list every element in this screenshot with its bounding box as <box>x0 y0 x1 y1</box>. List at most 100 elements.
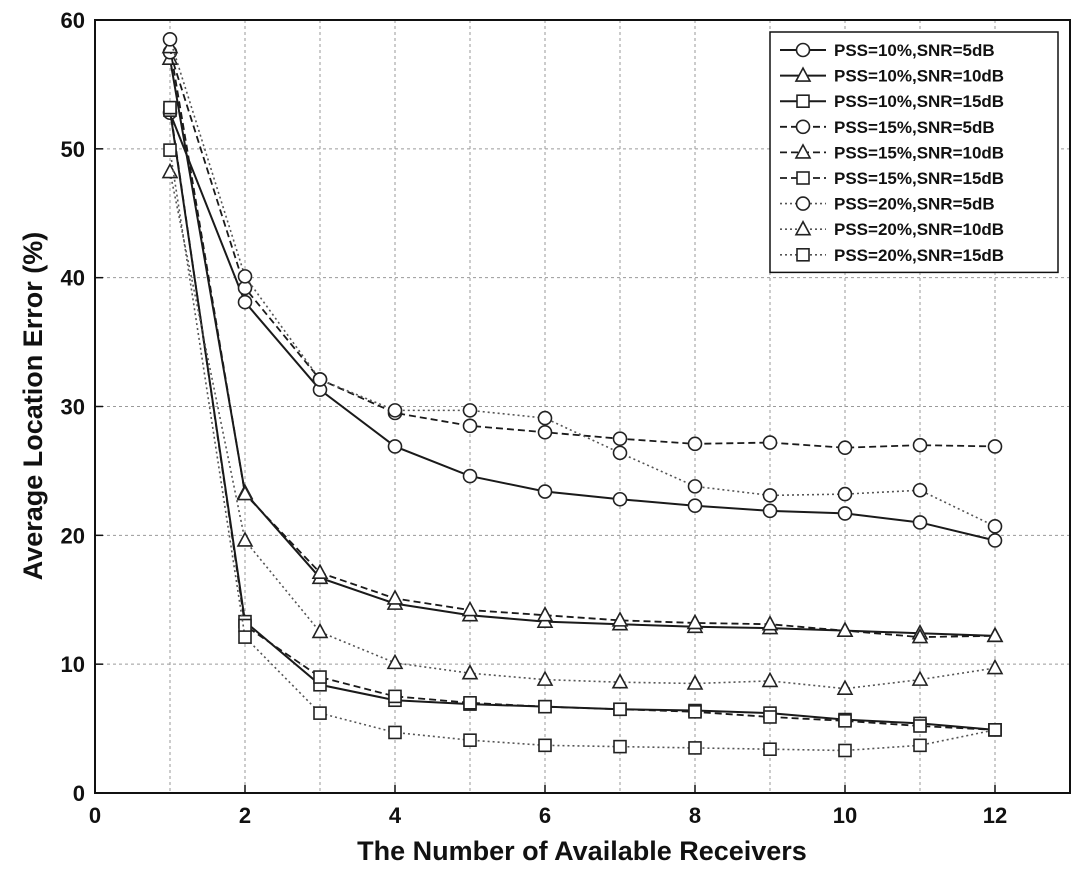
data-point-marker <box>612 431 628 447</box>
data-point-marker <box>912 482 928 498</box>
data-point-marker <box>912 437 928 453</box>
data-point-marker <box>688 741 702 755</box>
series-line <box>169 107 996 731</box>
data-point-marker <box>986 626 1004 643</box>
data-point-marker <box>312 372 328 387</box>
data-point-marker <box>537 484 553 499</box>
y-tick-label: 20 <box>61 523 85 548</box>
legend-item: PSS=10%,SNR=10dB <box>780 66 1004 86</box>
x-tick-label: 12 <box>983 803 1007 828</box>
data-point-marker <box>761 615 779 631</box>
legend-item: PSS=10%,SNR=15dB <box>780 92 1004 111</box>
data-point-marker <box>763 742 777 756</box>
x-tick-label: 4 <box>389 803 402 828</box>
data-point-marker <box>613 702 627 717</box>
y-tick-label: 10 <box>61 652 85 677</box>
data-point-marker <box>537 410 553 426</box>
legend-marker <box>794 143 812 159</box>
legend-label: PSS=20%,SNR=10dB <box>834 220 1004 239</box>
data-point-marker <box>462 418 478 434</box>
data-point-marker <box>687 479 703 494</box>
data-point-marker <box>461 663 479 680</box>
y-tick-label: 0 <box>73 781 85 806</box>
data-point-marker <box>611 673 629 689</box>
data-point-marker <box>461 600 479 617</box>
x-tick-label: 6 <box>539 803 551 828</box>
data-point-marker <box>687 498 703 514</box>
data-point-marker <box>686 674 704 690</box>
data-point-marker <box>463 733 477 747</box>
data-point-marker <box>536 606 554 622</box>
data-point-marker <box>761 671 779 688</box>
data-point-marker <box>987 519 1003 534</box>
x-tick-label: 2 <box>239 803 251 828</box>
data-point-marker <box>311 622 329 639</box>
legend-marker <box>796 94 810 108</box>
data-point-marker <box>388 689 402 704</box>
data-point-marker <box>538 738 552 753</box>
y-tick-label: 60 <box>61 8 85 33</box>
data-point-marker <box>911 627 929 644</box>
data-point-marker <box>238 618 252 633</box>
data-point-marker <box>236 531 254 547</box>
data-point-marker <box>387 403 403 418</box>
legend-marker <box>795 196 811 211</box>
data-point-marker <box>837 486 853 502</box>
legend-marker <box>795 42 811 58</box>
axis-ticks: 0 2 4 6 8 10 12 0 10 20 30 40 50 60 <box>61 8 1008 828</box>
legend-item: PSS=20%,SNR=10dB <box>780 220 1004 239</box>
data-point-marker <box>838 743 852 758</box>
data-point-marker <box>238 630 252 644</box>
data-point-marker <box>688 705 702 719</box>
data-point-marker <box>612 445 628 461</box>
legend-item: PSS=10%,SNR=5dB <box>780 41 995 60</box>
y-tick-label: 40 <box>61 266 85 291</box>
data-point-marker <box>313 706 327 720</box>
data-point-marker <box>462 403 478 418</box>
legend-item: PSS=15%,SNR=15dB <box>780 169 1004 188</box>
x-axis-title: The Number of Available Receivers <box>357 836 807 866</box>
data-point-marker <box>313 670 327 684</box>
data-point-marker <box>837 506 853 521</box>
legend-label: PSS=10%,SNR=10dB <box>834 67 1004 86</box>
legend-item: PSS=20%,SNR=15dB <box>780 246 1004 265</box>
series-5 <box>161 37 1004 644</box>
x-tick-label: 0 <box>89 803 101 828</box>
x-tick-label: 8 <box>689 803 701 828</box>
legend-label: PSS=15%,SNR=15dB <box>834 169 1004 188</box>
y-axis-title: Average Location Error (%) <box>18 232 48 581</box>
legend-marker <box>794 66 812 82</box>
legend-marker <box>796 171 810 185</box>
legend-marker <box>795 119 811 135</box>
data-point-marker <box>913 738 927 753</box>
x-tick-label: 10 <box>833 803 857 828</box>
data-point-marker <box>463 696 477 710</box>
data-point-marker <box>838 714 852 728</box>
series-line <box>169 46 996 639</box>
data-point-marker <box>686 613 704 630</box>
data-point-marker <box>987 439 1003 454</box>
data-point-marker <box>763 710 777 724</box>
data-point-marker <box>612 491 628 507</box>
legend-item: PSS=15%,SNR=10dB <box>780 143 1004 162</box>
series-line <box>169 149 996 752</box>
data-point-marker <box>986 658 1004 675</box>
data-point-marker <box>837 440 853 456</box>
data-point-marker <box>386 653 404 670</box>
data-point-marker <box>462 468 478 484</box>
legend-label: PSS=15%,SNR=10dB <box>834 143 1004 162</box>
data-point-marker <box>762 503 778 519</box>
series-7 <box>162 32 1003 534</box>
data-point-marker <box>163 100 177 115</box>
data-point-marker <box>536 670 554 686</box>
data-point-marker <box>836 679 854 695</box>
data-point-marker <box>987 533 1003 548</box>
legend-marker <box>794 220 812 236</box>
series-line <box>169 110 996 731</box>
legend-label: PSS=10%,SNR=5dB <box>834 41 995 60</box>
y-tick-label: 30 <box>61 395 85 420</box>
data-point-marker <box>911 670 929 686</box>
series-group <box>161 32 1004 758</box>
data-point-marker <box>836 621 854 637</box>
